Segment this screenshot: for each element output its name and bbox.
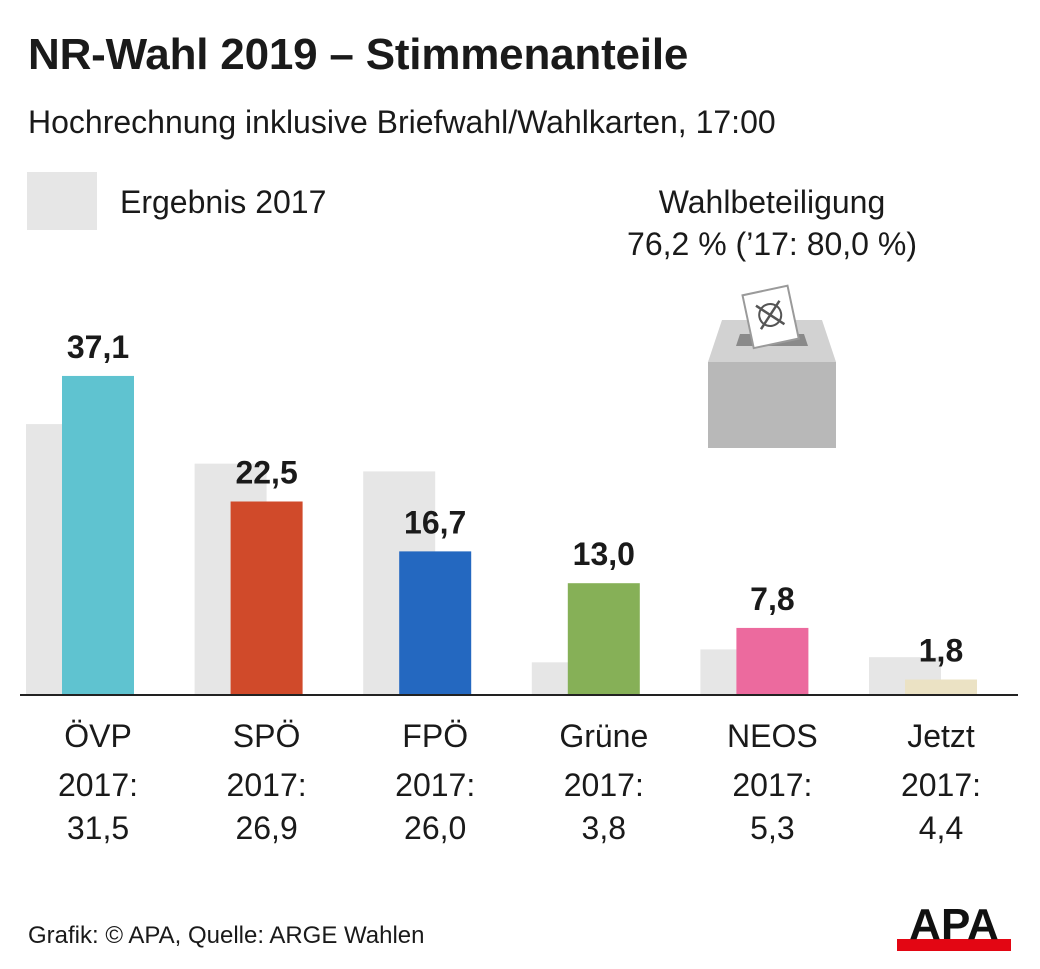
- prior-year-prefix: 2017:: [58, 767, 138, 803]
- legend-swatch-2017: [27, 172, 97, 230]
- prior-year-prefix: 2017:: [227, 767, 307, 803]
- footer-credit: Grafik: © APA, Quelle: ARGE Wahlen: [28, 922, 425, 949]
- prior-year-prefix: 2017:: [901, 767, 981, 803]
- apa-logo: APA: [897, 903, 1011, 951]
- data-label: 1,8: [919, 633, 963, 669]
- category-label: Grüne: [559, 718, 648, 754]
- category-label: SPÖ: [233, 718, 301, 754]
- category-label: Jetzt: [907, 718, 975, 754]
- bar-2019: [62, 375, 134, 695]
- bar-2019: [567, 583, 640, 695]
- data-label: 37,1: [67, 329, 129, 365]
- prior-year-value: 3,8: [582, 810, 626, 846]
- prior-year-value: 26,0: [404, 810, 466, 846]
- bar-2019: [230, 501, 303, 695]
- bar-2019: [399, 551, 472, 695]
- apa-logo-text: APA: [909, 903, 999, 949]
- prior-year-prefix: 2017:: [732, 767, 812, 803]
- prior-year-value: 5,3: [750, 810, 794, 846]
- legend-label-2017: Ergebnis 2017: [120, 184, 327, 220]
- category-label: ÖVP: [64, 718, 132, 754]
- data-label: 16,7: [404, 504, 466, 540]
- category-label: NEOS: [727, 718, 818, 754]
- bar-2019: [736, 627, 809, 695]
- ballot-box-icon: [708, 284, 836, 448]
- turnout-value: 76,2 % (’17: 80,0 %): [627, 226, 917, 262]
- prior-year-prefix: 2017:: [395, 767, 475, 803]
- bar-2019: [905, 679, 977, 695]
- category-label: FPÖ: [402, 718, 468, 754]
- data-label: 7,8: [750, 581, 794, 617]
- prior-year-value: 4,4: [919, 810, 963, 846]
- data-label: 13,0: [573, 536, 635, 572]
- chart-title: NR-Wahl 2019 – Stimmenanteile: [28, 30, 689, 79]
- prior-year-value: 31,5: [67, 810, 129, 846]
- data-label: 22,5: [235, 455, 297, 491]
- chart-subtitle: Hochrechnung inklusive Briefwahl/Wahlkar…: [28, 104, 776, 140]
- prior-year-value: 26,9: [235, 810, 297, 846]
- turnout-label: Wahlbeteiligung: [658, 184, 886, 220]
- prior-year-prefix: 2017:: [564, 767, 644, 803]
